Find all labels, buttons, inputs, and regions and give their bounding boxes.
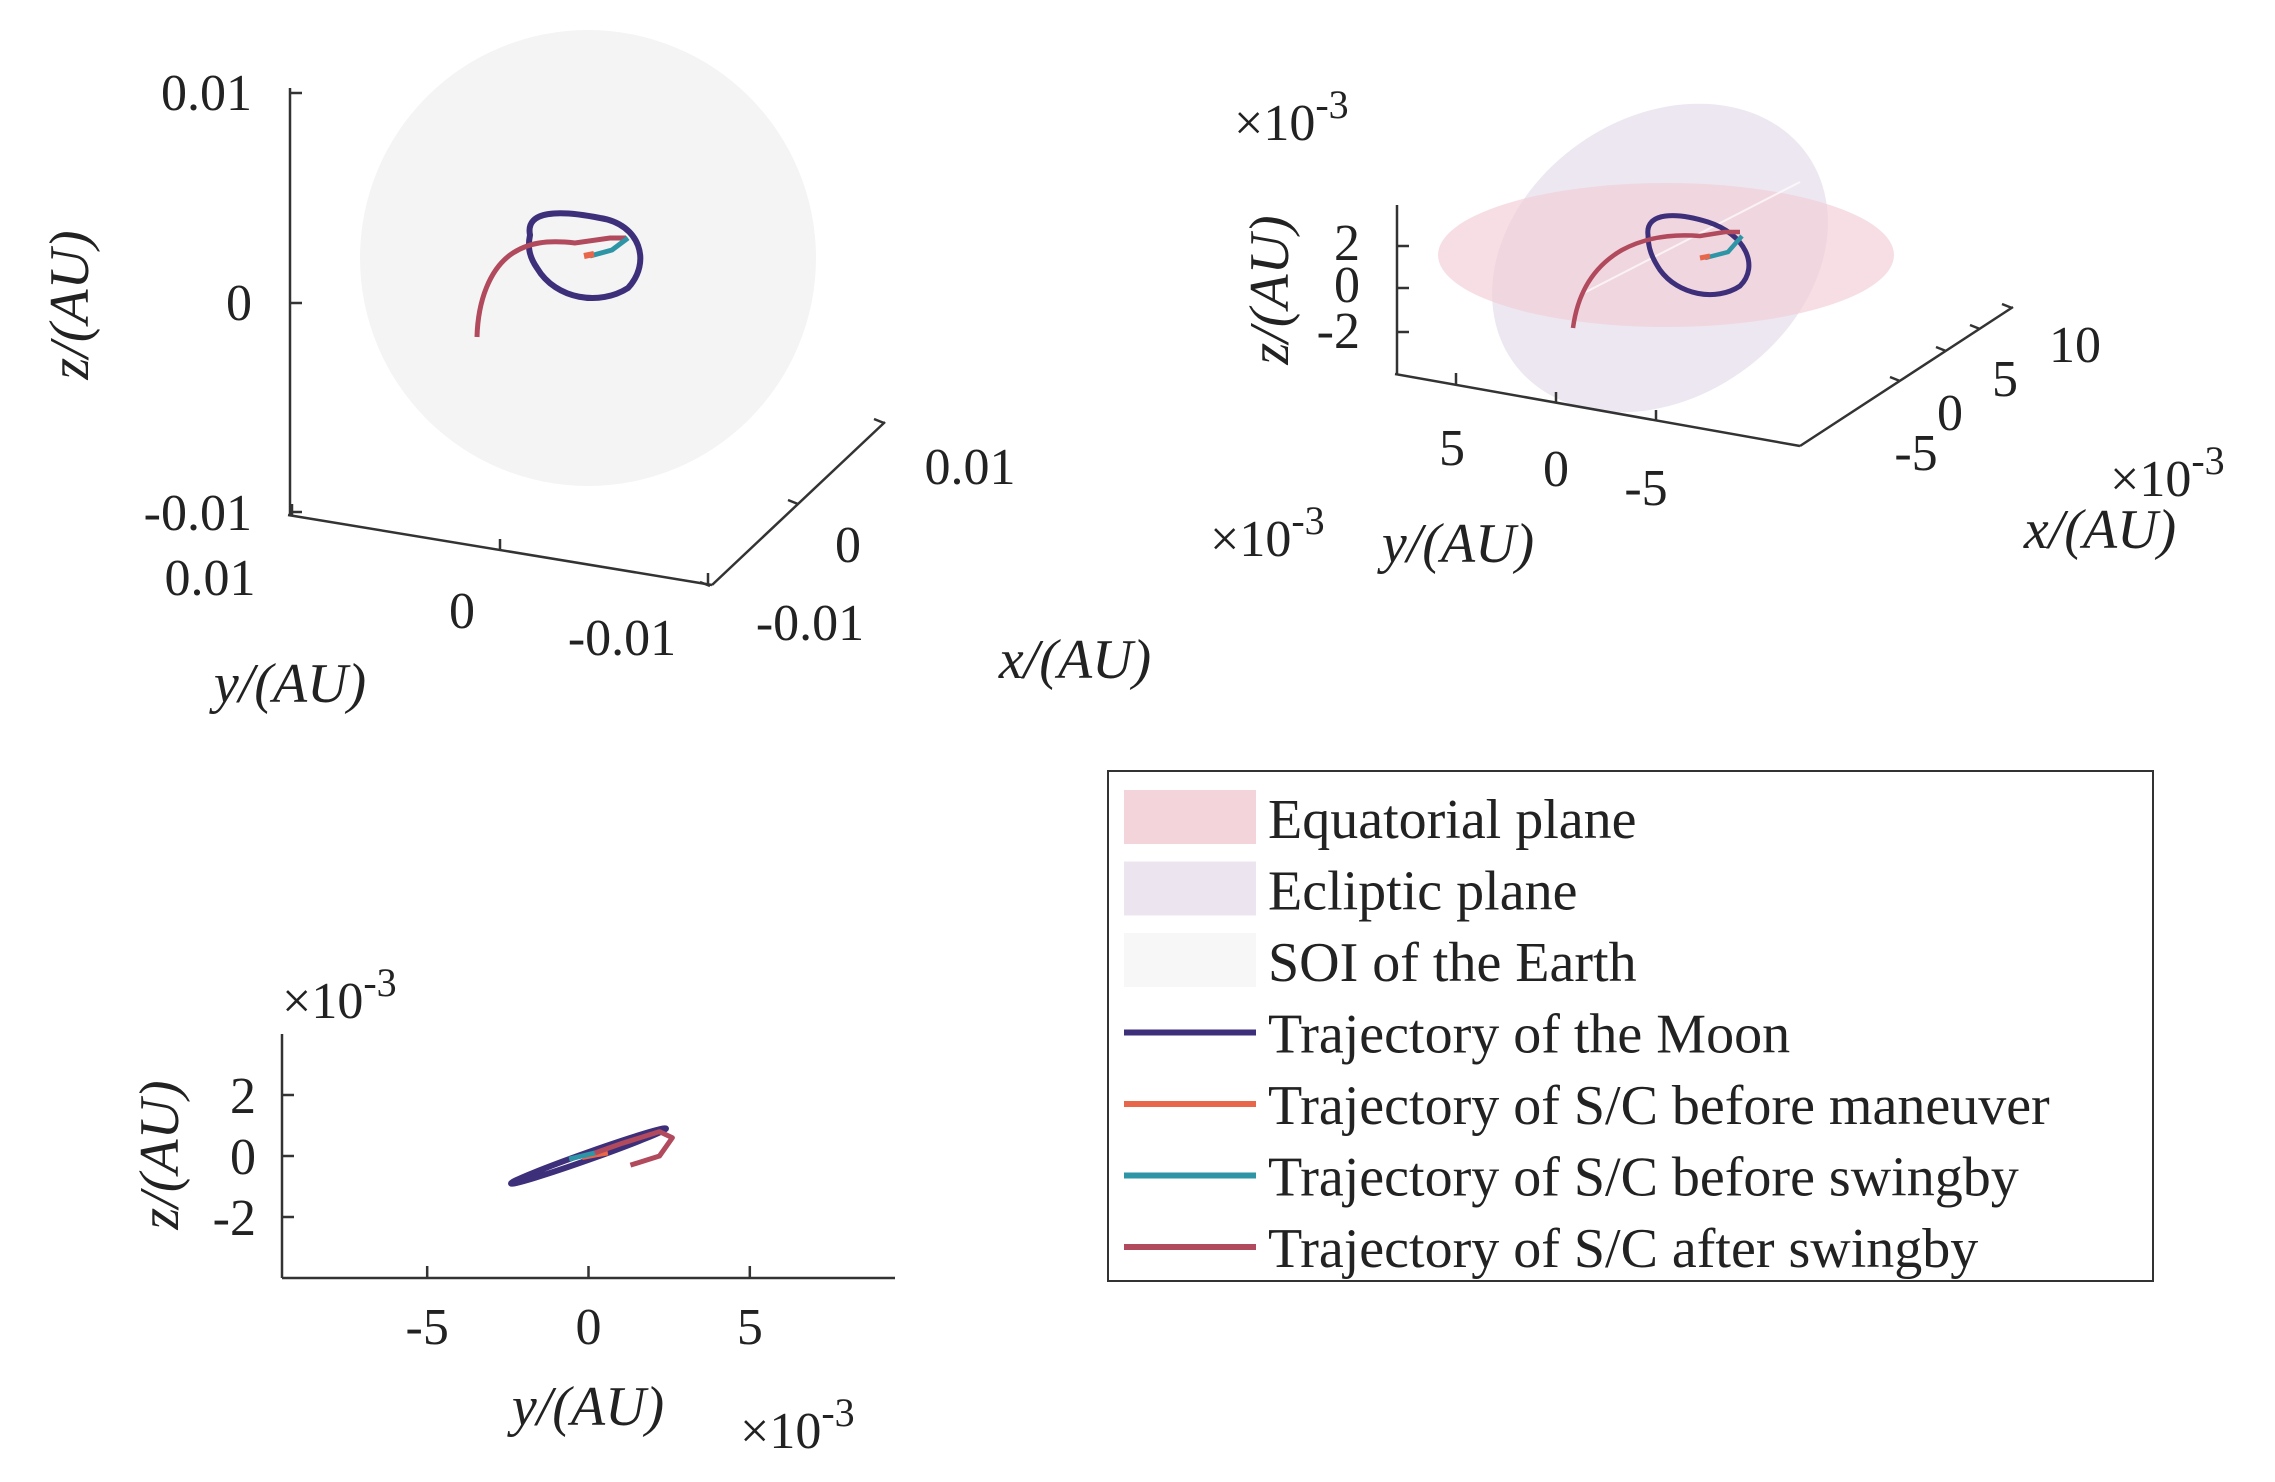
z-tick-label: -2 [1317, 303, 1360, 360]
legend-label: Trajectory of S/C before maneuver [1268, 1075, 2050, 1137]
x-axis-line [1799, 305, 2014, 448]
legend-label: Equatorial plane [1268, 789, 1637, 851]
legend-box [1107, 770, 2154, 1282]
y-ticks: 20-2 [213, 1068, 294, 1247]
sc-before-swingby-trajectory [1704, 234, 1744, 261]
moon-trajectory [525, 210, 644, 302]
z-axis-label: z/(AU) [39, 230, 101, 380]
x-exponent-label: ×10-3 [740, 1390, 855, 1460]
x-tick-mark [1969, 323, 1981, 331]
trajectory-of-s-c-after-swingby-line [594, 1129, 675, 1168]
legend-swatch-ecliptic-plane [1124, 861, 1256, 916]
sc-before-swingby-trajectory [589, 236, 630, 259]
y-axis-line [1394, 372, 1801, 448]
z-exponent-label: ×10-3 [1234, 82, 1349, 152]
y-tick-label: 0 [230, 1129, 256, 1186]
y-axis-label: z/(AU) [129, 1080, 191, 1230]
legend-label: SOI of the Earth [1268, 932, 1637, 994]
x-tick-label: 5 [1992, 351, 2018, 408]
legend-swatch-equatorial-plane [1124, 790, 1256, 844]
x-tick-label: 0 [576, 1299, 602, 1356]
x-exponent-label: ×10-3 [2110, 438, 2225, 508]
y-tick-label: -2 [213, 1190, 256, 1247]
z-tick-label: 0 [1334, 257, 1360, 314]
z-tick-label: 0.01 [161, 65, 252, 122]
x-tick-mark [873, 417, 885, 425]
legend-items: Equatorial plane Ecliptic plane SOI of the… [1124, 789, 2050, 1280]
z-axis-label: z/(AU) [1239, 215, 1301, 365]
x-tick-label: 5 [737, 1299, 763, 1356]
y-tick-label: 0 [1543, 441, 1569, 498]
plot-series [508, 1125, 675, 1187]
x-tick-label: -5 [1894, 425, 1937, 482]
sc-after-swingby-trajectory [474, 235, 626, 338]
x-tick-mark [787, 498, 799, 506]
z-tick-label: 0 [226, 275, 252, 332]
y-tick-label: -0.01 [568, 610, 676, 667]
x-tick-mark [699, 580, 711, 588]
equatorial-plane-surface [1438, 183, 1894, 327]
subplot-2d-yz: -5 0 5 20-2 ×10-3 z/(AU) y/(AU) ×10-3 [129, 960, 895, 1460]
y-tick-label: -5 [1624, 460, 1667, 517]
y-axis-label: y/(AU) [1377, 513, 1534, 575]
x-tick-label: 0.01 [925, 439, 1016, 496]
plane-intersection-line [1579, 181, 1801, 296]
legend-label: Trajectory of the Moon [1268, 1004, 1790, 1066]
sc-after-swingby-trajectory [1570, 229, 1740, 329]
legend-label: Trajectory of S/C before swingby [1268, 1147, 2019, 1209]
sc-before-maneuver-trajectory [583, 251, 595, 259]
x-tick-label: -0.01 [756, 595, 864, 652]
x-axis-label: y/(AU) [507, 1376, 664, 1438]
sc-before-maneuver-trajectory [1699, 253, 1711, 261]
x-axis-label: x/(AU) [998, 629, 1151, 691]
x-tick-mark [1889, 375, 1901, 383]
legend: Equatorial plane Ecliptic plane SOI of the… [1107, 770, 2154, 1282]
x-tick-label: 10 [2049, 317, 2101, 374]
z-tick-label: 2 [1334, 215, 1360, 272]
subplot-3d-planes: 2 0 -2 z/(AU) ×10-3 5 0 -5 ×10-3 y/(AU) … [1210, 82, 2225, 575]
subplot-3d-soi: 0.01 0 -0.01 z/(AU) 0.01 0 -0.01 y/(AU) … [39, 30, 1151, 715]
x-axis-line [711, 421, 886, 586]
y-exponent-label: ×10-3 [282, 960, 397, 1030]
legend-label: Trajectory of S/C after swingby [1268, 1218, 1978, 1280]
legend-label: Ecliptic plane [1268, 861, 1577, 923]
x-axis-label: x/(AU) [2023, 499, 2176, 561]
x-tick-label: 0 [1937, 385, 1963, 442]
y-tick-label: 0.01 [165, 550, 256, 607]
x-tick-mark [1935, 345, 1947, 353]
moon-trajectory [1645, 213, 1752, 297]
x-tick-label: 0 [835, 517, 861, 574]
z-tick-label: -0.01 [144, 485, 252, 542]
x-tick-mark [2001, 302, 2013, 310]
x-ticks: -5 0 5 [406, 1266, 763, 1356]
trajectory-of-s-c-before-swingby-line [568, 1150, 596, 1162]
x-tick-label: -5 [406, 1299, 449, 1356]
legend-swatch-soi-of-the-earth [1124, 933, 1256, 987]
y-tick-label: 0 [449, 583, 475, 640]
y-tick-label: 5 [1439, 420, 1465, 477]
y-axis-label: y/(AU) [209, 653, 366, 715]
y-exponent-label: ×10-3 [1210, 498, 1325, 568]
y-tick-label: 2 [230, 1068, 256, 1125]
